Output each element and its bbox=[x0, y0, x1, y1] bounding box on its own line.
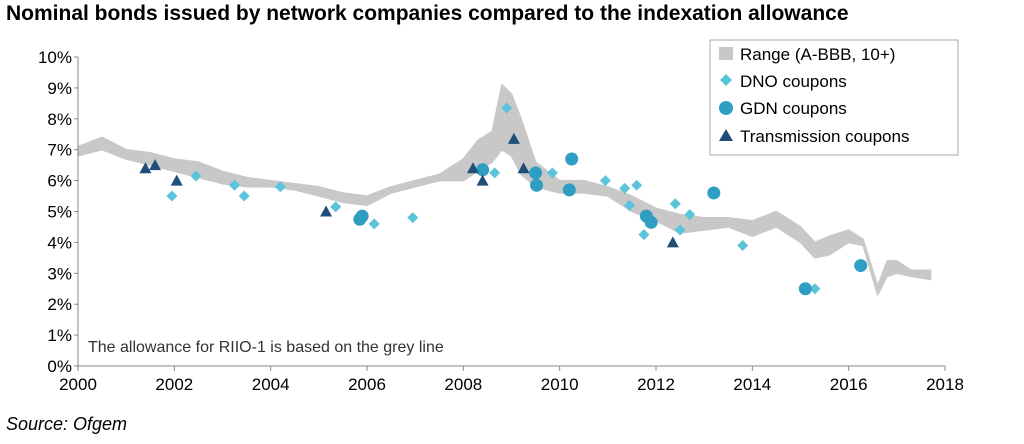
legend-label-gdn: GDN coupons bbox=[740, 99, 847, 118]
y-tick-labels: 0% 1% 2% 3% 4% 5% 6% 7% 8% 9% 10% bbox=[38, 48, 78, 376]
dno-coupon-point bbox=[809, 283, 821, 295]
legend-swatch-dno bbox=[720, 74, 732, 86]
dno-coupon-point bbox=[489, 167, 501, 179]
y-tick-label: 8% bbox=[47, 110, 72, 129]
dno-coupon-point bbox=[638, 229, 650, 241]
gdn-coupon-point bbox=[530, 178, 544, 192]
gdn-coupon-point bbox=[854, 259, 868, 273]
x-tick-labels: 2000 2002 2004 2006 2008 2010 2012 2014 2016 2018 bbox=[59, 366, 964, 394]
x-tick-label: 2012 bbox=[637, 375, 675, 394]
dno-coupon-point bbox=[407, 212, 419, 224]
y-tick-label: 3% bbox=[47, 264, 72, 283]
y-tick-label: 10% bbox=[38, 48, 72, 67]
x-tick-label: 2002 bbox=[155, 375, 193, 394]
dno-coupon-point bbox=[669, 198, 681, 210]
y-tick-label: 2% bbox=[47, 295, 72, 314]
gdn-coupon-point bbox=[476, 163, 490, 177]
dno-coupon-point bbox=[619, 182, 631, 194]
transmission-coupon-point bbox=[476, 174, 489, 186]
y-tick-label: 9% bbox=[47, 79, 72, 98]
legend-box bbox=[709, 39, 959, 156]
source-note: Source: Ofgem bbox=[6, 414, 128, 434]
gdn-coupon-point bbox=[562, 183, 576, 197]
dno-coupon-point bbox=[330, 201, 342, 213]
x-tick-label: 2016 bbox=[830, 375, 868, 394]
dno-coupon-point bbox=[274, 181, 286, 193]
chart-annotation: The allowance for RIIO-1 is based on the… bbox=[88, 339, 444, 356]
dno-coupon-point bbox=[166, 190, 178, 202]
dno-coupon-point bbox=[238, 190, 250, 202]
range-area bbox=[77, 84, 932, 296]
transmission-coupon-point bbox=[139, 162, 152, 174]
x-tick-label: 2014 bbox=[733, 375, 771, 394]
y-tick-label: 5% bbox=[47, 203, 72, 222]
x-tick-label: 2010 bbox=[541, 375, 579, 394]
y-tick-label: 4% bbox=[47, 233, 72, 252]
y-tick-label: 1% bbox=[47, 326, 72, 345]
x-tick-label: 2008 bbox=[444, 375, 482, 394]
gdn-coupon-point bbox=[529, 166, 543, 180]
transmission-coupon-point bbox=[320, 205, 333, 217]
transmission-coupon-point bbox=[507, 132, 520, 144]
range-area-layer bbox=[77, 84, 932, 296]
gdn-coupon-point bbox=[798, 282, 812, 296]
x-tick-label: 2004 bbox=[252, 375, 290, 394]
y-tick-label: 0% bbox=[47, 357, 72, 376]
dno-coupon-point bbox=[190, 170, 202, 182]
gdn-coupon-point bbox=[644, 215, 658, 229]
gdn-coupon-point bbox=[565, 152, 579, 166]
y-tick-label: 6% bbox=[47, 172, 72, 191]
legend-swatch-transmission bbox=[719, 129, 733, 141]
gdn-coupon-point bbox=[707, 186, 721, 200]
x-tick-label: 2018 bbox=[926, 375, 964, 394]
legend-swatch-gdn bbox=[719, 101, 733, 115]
transmission-coupon-point bbox=[149, 159, 162, 171]
dno-coupon-point bbox=[368, 218, 380, 230]
transmission-coupon-point bbox=[666, 236, 679, 248]
transmission-coupon-point bbox=[466, 162, 479, 174]
dno-coupon-point bbox=[501, 102, 513, 114]
marker-layer bbox=[139, 102, 868, 296]
dno-coupon-point bbox=[631, 179, 643, 191]
y-tick-label: 7% bbox=[47, 141, 72, 160]
legend-label-dno: DNO coupons bbox=[740, 72, 847, 91]
legend-label-range: Range (A-BBB, 10+) bbox=[740, 45, 895, 64]
chart-title: Nominal bonds issued by network companie… bbox=[6, 2, 849, 25]
x-tick-label: 2006 bbox=[348, 375, 386, 394]
x-tick-label: 2000 bbox=[59, 375, 97, 394]
dno-coupon-point bbox=[684, 209, 696, 221]
legend-swatch-range bbox=[719, 47, 733, 60]
transmission-coupon-point bbox=[170, 174, 183, 186]
dno-coupon-point bbox=[546, 167, 558, 179]
dno-coupon-point bbox=[229, 179, 241, 191]
dno-coupon-point bbox=[599, 175, 611, 187]
dno-coupon-point bbox=[737, 239, 749, 251]
transmission-coupon-point bbox=[517, 162, 530, 174]
dno-coupon-point bbox=[674, 224, 686, 236]
dno-coupon-point bbox=[624, 199, 636, 211]
gdn-coupon-point bbox=[355, 209, 369, 223]
legend-label-transmission: Transmission coupons bbox=[740, 127, 909, 146]
legend: Range (A-BBB, 10+) DNO coupons GDN coupo… bbox=[709, 39, 959, 156]
